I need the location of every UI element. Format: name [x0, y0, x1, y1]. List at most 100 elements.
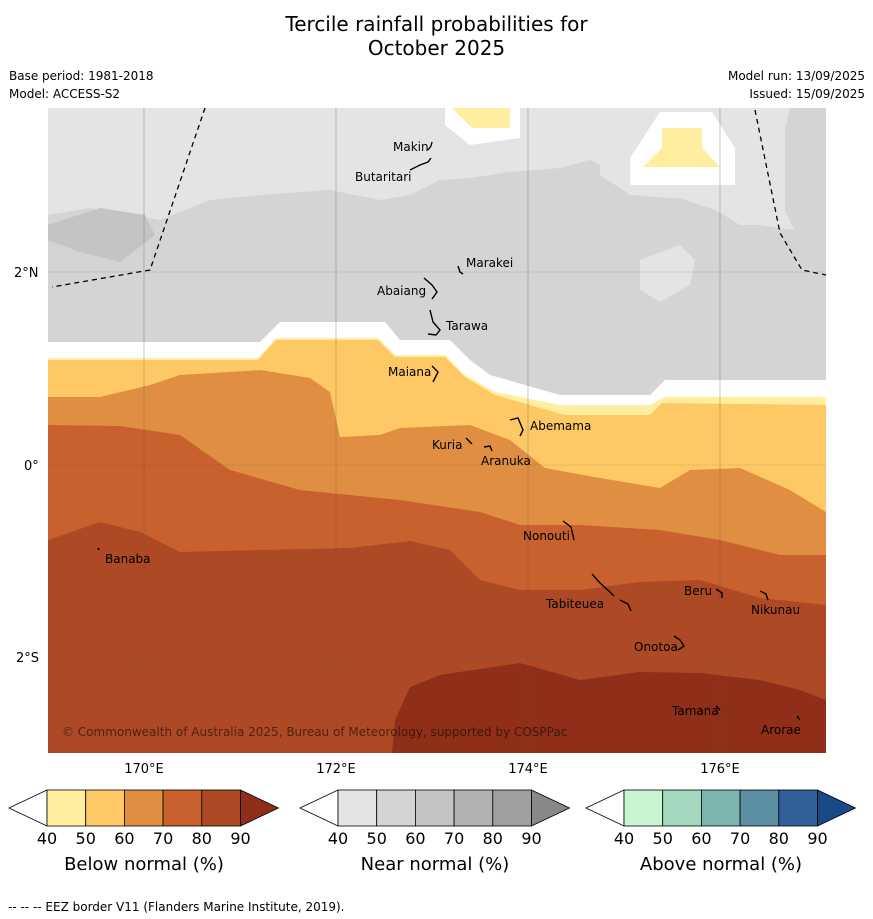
colorbar-below-segment	[162, 789, 203, 827]
colorbar-above-segment	[778, 789, 818, 827]
colorbar-near-over	[531, 789, 571, 827]
label-nonouti: Nonouti	[523, 529, 570, 543]
island-onotoa-shape	[673, 635, 685, 651]
colorbar-below-segment	[124, 789, 164, 827]
colorbar-near: 40 50 60 70 80 90	[299, 789, 571, 848]
near-normal-50-right	[785, 108, 826, 235]
copyright-notice: © Commonwealth of Australia 2025, Bureau…	[62, 725, 567, 739]
eez-border-west	[51, 107, 206, 288]
island-maiana-shape	[431, 365, 439, 383]
colorbar-below-tick: 80	[192, 829, 212, 848]
lon-label-174: 174°E	[508, 762, 548, 777]
top-yellow-patch	[452, 108, 510, 128]
label-onotoa: Onotoa	[634, 640, 678, 654]
colorbar-near-tick: 70	[444, 829, 464, 848]
island-aranuka-shape	[483, 445, 493, 452]
colorbar-near-tick: 90	[521, 829, 541, 848]
label-marakei: Marakei	[466, 256, 513, 270]
lat-label-2s: 2°S	[16, 651, 39, 666]
colorbar-below-label: Below normal (%)	[64, 854, 224, 875]
base-period: Base period: 1981-2018	[9, 69, 154, 83]
island-banaba-shape	[97, 547, 100, 551]
colorbar-below-tick: 70	[153, 829, 173, 848]
title-line-2: October 2025	[367, 36, 506, 60]
island-abemama-shape	[509, 417, 524, 437]
colorbar-near-label: Near normal (%)	[360, 854, 510, 875]
island-marakei-shape	[457, 265, 464, 275]
eez-footnote: -- -- -- EEZ border V11 (Flanders Marine…	[8, 900, 345, 914]
label-nikunau: Nikunau	[751, 603, 800, 617]
colorbar-above-tick: 60	[691, 829, 711, 848]
label-arorae: Arorae	[761, 723, 801, 737]
model-name: Model: ACCESS-S2	[9, 87, 121, 101]
colorbar-near-segment	[414, 789, 455, 827]
issued-date: Issued: 15/09/2025	[749, 87, 865, 101]
label-butaritari: Butaritari	[355, 170, 412, 184]
colorbar-below-segment	[85, 789, 125, 827]
label-beru: Beru	[684, 584, 712, 598]
colorbar-near-segment	[453, 789, 494, 827]
colorbars: 40 50 60 70 80 90 40 50 60 70 80 90 40 50 60 70 80 90	[8, 789, 857, 848]
colorbar-near-segment	[337, 789, 378, 827]
label-tamana: Tamana	[671, 704, 719, 718]
label-tabiteuea: Tabiteuea	[545, 597, 604, 611]
island-tabiteuea-shape	[591, 573, 632, 612]
colorbar-below-segment	[201, 789, 241, 827]
colorbar-near-segment	[492, 789, 532, 827]
colorbar-above-over	[817, 789, 857, 827]
island-tamana-shape	[715, 705, 721, 711]
lon-label-176: 176°E	[700, 762, 740, 777]
colorbar-below-tick: 40	[37, 829, 57, 848]
label-abemama: Abemama	[530, 419, 591, 433]
colorbar-near-tick: 80	[483, 829, 503, 848]
title-line-1: Tercile rainfall probabilities for	[285, 12, 588, 36]
label-makin: Makin	[393, 140, 429, 154]
near-normal-60-patch	[48, 208, 155, 262]
colorbar-above-tick: 90	[807, 829, 827, 848]
colorbar-near-tick: 60	[405, 829, 425, 848]
near-normal-40-small	[640, 245, 695, 302]
label-aranuka: Aranuka	[481, 454, 531, 468]
island-butaritari-shape	[409, 157, 432, 171]
colorbar-above-label: Above normal (%)	[639, 854, 803, 875]
island-outlines	[97, 141, 801, 721]
colorbar-above-segment	[701, 789, 741, 827]
island-tarawa-shape	[427, 309, 441, 336]
model-run: Model run: 13/09/2025	[727, 69, 865, 83]
label-kuria: Kuria	[432, 438, 463, 452]
island-nikunau-shape	[759, 590, 769, 601]
island-beru-shape	[715, 588, 723, 598]
island-kuria-shape	[465, 437, 473, 445]
lat-label-2n: 2°N	[14, 266, 39, 281]
lon-label-172: 172°E	[316, 762, 356, 777]
label-maiana: Maiana	[388, 365, 431, 379]
label-abaiang: Abaiang	[377, 284, 426, 298]
colorbar-above-tick: 50	[653, 829, 673, 848]
colorbar-below-tick: 50	[76, 829, 96, 848]
graticule	[48, 108, 826, 753]
lat-label-0: 0°	[24, 459, 39, 474]
colorbar-below-segment	[46, 789, 87, 827]
colorbar-above-tick: 80	[769, 829, 789, 848]
right-yellow-patch	[643, 128, 720, 167]
colorbar-below-under	[8, 789, 48, 827]
map-title: Tercile rainfall probabilities for Octob…	[0, 12, 873, 60]
label-tarawa: Tarawa	[445, 319, 488, 333]
colorbar-below-tick: 60	[114, 829, 134, 848]
probability-fields	[48, 108, 826, 753]
colorbar-near-tick: 50	[367, 829, 387, 848]
eez-border	[51, 107, 827, 288]
axis-labels: 2°N 0° 2°S 170°E 172°E 174°E 176°E	[14, 266, 740, 777]
colorbar-above-segment	[739, 789, 780, 827]
island-makin-shape	[427, 141, 433, 151]
island-arorae-shape	[796, 715, 801, 721]
colorbar-above: 40 50 60 70 80 90	[585, 789, 857, 848]
below-normal-90-field	[392, 663, 826, 753]
colorbar-above-segment	[623, 789, 664, 827]
colorbar-below-tick: 90	[230, 829, 250, 848]
colorbar-above-tick: 40	[614, 829, 634, 848]
eez-border-east	[754, 109, 827, 276]
lon-label-170: 170°E	[124, 762, 164, 777]
island-nonouti-shape	[562, 520, 575, 541]
